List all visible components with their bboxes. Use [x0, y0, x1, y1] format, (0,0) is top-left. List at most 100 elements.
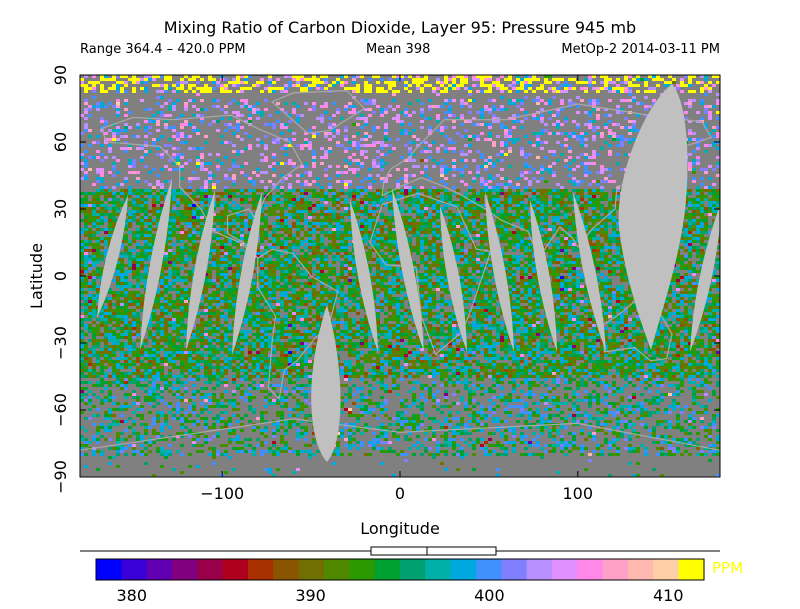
heatmap-cell: [148, 255, 152, 258]
heatmap-cell: [324, 135, 328, 138]
heatmap-cell: [604, 108, 608, 111]
heatmap-cell: [692, 240, 696, 243]
heatmap-cell: [212, 78, 216, 81]
heatmap-cell: [224, 87, 228, 90]
heatmap-cell: [588, 237, 592, 240]
heatmap-cell: [448, 213, 452, 216]
heatmap-cell: [528, 78, 532, 81]
heatmap-cell: [124, 114, 128, 117]
heatmap-cell: [360, 186, 364, 189]
heatmap-cell: [172, 153, 176, 156]
heatmap-cell: [216, 219, 220, 222]
heatmap-cell: [284, 231, 288, 234]
heatmap-cell: [380, 216, 384, 219]
heatmap-cell: [404, 177, 408, 180]
heatmap-cell: [428, 144, 432, 147]
heatmap-cell: [160, 90, 164, 93]
heatmap-cell: [380, 147, 384, 150]
heatmap-cell: [568, 174, 572, 177]
heatmap-cell: [364, 195, 368, 198]
heatmap-cell: [576, 96, 580, 99]
heatmap-cell: [204, 108, 208, 111]
heatmap-cell: [548, 192, 552, 195]
heatmap-cell: [164, 120, 168, 123]
heatmap-cell: [88, 234, 92, 237]
heatmap-cell: [516, 234, 520, 237]
heatmap-cell: [324, 219, 328, 222]
heatmap-cell: [136, 258, 140, 261]
heatmap-cell: [288, 213, 292, 216]
heatmap-cell: [512, 81, 516, 84]
heatmap-cell: [548, 150, 552, 153]
heatmap-cell: [396, 252, 400, 255]
heatmap-cell: [592, 75, 596, 78]
heatmap-cell: [80, 219, 84, 222]
heatmap-cell: [340, 234, 344, 237]
heatmap-cell: [228, 231, 232, 234]
heatmap-cell: [336, 225, 340, 228]
heatmap-cell: [340, 75, 344, 78]
heatmap-cell: [368, 102, 372, 105]
heatmap-cell: [176, 99, 180, 102]
heatmap-cell: [92, 243, 96, 246]
heatmap-cell: [224, 234, 228, 237]
heatmap-cell: [124, 225, 128, 228]
heatmap-cell: [516, 231, 520, 234]
heatmap-cell: [200, 225, 204, 228]
heatmap-cell: [500, 141, 504, 144]
heatmap-cell: [520, 120, 524, 123]
heatmap-cell: [284, 207, 288, 210]
heatmap-cell: [208, 195, 212, 198]
heatmap-cell: [244, 132, 248, 135]
heatmap-cell: [508, 99, 512, 102]
heatmap-cell: [456, 237, 460, 240]
heatmap-cell: [508, 147, 512, 150]
heatmap-cell: [464, 183, 468, 186]
heatmap-cell: [200, 108, 204, 111]
heatmap-cell: [148, 189, 152, 192]
heatmap-cell: [480, 192, 484, 195]
heatmap-cell: [188, 195, 192, 198]
heatmap-cell: [312, 222, 316, 225]
heatmap-cell: [96, 156, 100, 159]
heatmap-cell: [124, 84, 128, 87]
heatmap-cell: [560, 207, 564, 210]
heatmap-cell: [316, 219, 320, 222]
heatmap-cell: [488, 90, 492, 93]
heatmap-cell: [88, 204, 92, 207]
heatmap-cell: [592, 216, 596, 219]
heatmap-cell: [232, 195, 236, 198]
heatmap-cell: [352, 201, 356, 204]
heatmap-cell: [116, 126, 120, 129]
heatmap-cell: [124, 192, 128, 195]
heatmap-cell: [704, 78, 708, 81]
heatmap-cell: [340, 231, 344, 234]
heatmap-cell: [460, 150, 464, 153]
heatmap-cell: [440, 174, 444, 177]
heatmap-cell: [560, 144, 564, 147]
heatmap-cell: [328, 177, 332, 180]
heatmap-cell: [84, 111, 88, 114]
heatmap-cell: [100, 192, 104, 195]
heatmap-cell: [516, 99, 520, 102]
heatmap-cell: [264, 123, 268, 126]
heatmap-cell: [236, 216, 240, 219]
heatmap-cell: [84, 165, 88, 168]
heatmap-cell: [312, 81, 316, 84]
heatmap-cell: [416, 99, 420, 102]
heatmap-cell: [188, 123, 192, 126]
heatmap-cell: [212, 120, 216, 123]
heatmap-cell: [172, 195, 176, 198]
heatmap-cell: [192, 225, 196, 228]
heatmap-cell: [440, 210, 444, 213]
heatmap-cell: [644, 108, 648, 111]
heatmap-cell: [136, 177, 140, 180]
heatmap-cell: [212, 249, 216, 252]
heatmap-cell: [216, 159, 220, 162]
heatmap-cell: [460, 198, 464, 201]
heatmap-cell: [572, 216, 576, 219]
heatmap-cell: [604, 141, 608, 144]
heatmap-cell: [672, 81, 676, 84]
heatmap-cell: [624, 78, 628, 81]
heatmap-cell: [520, 192, 524, 195]
